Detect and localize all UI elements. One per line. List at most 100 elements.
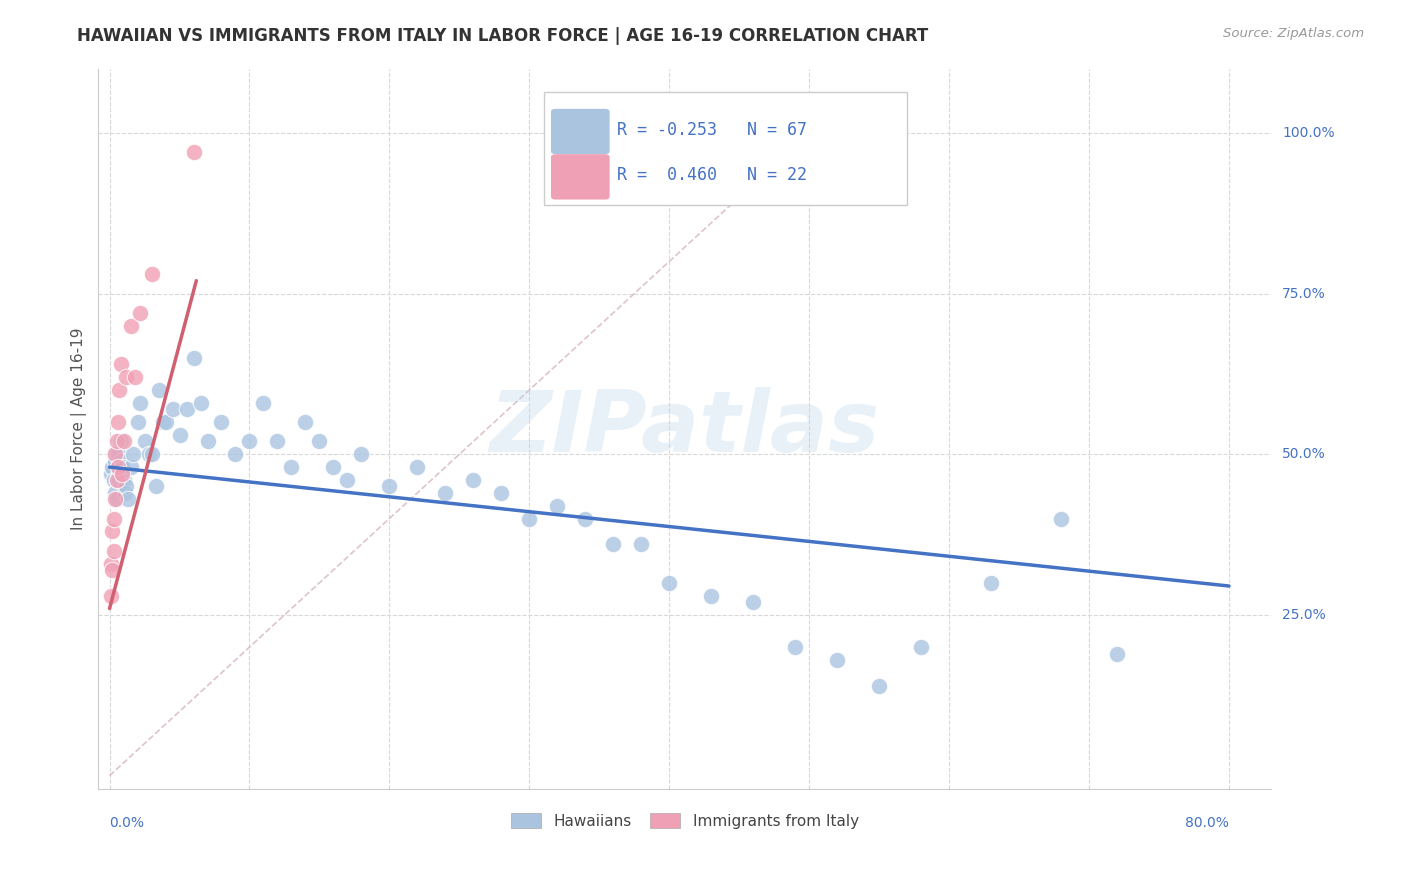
Point (224, 447, 246, 461)
Point (112, 473, 135, 487)
Point (190, 396, 212, 410)
Point (162, 402, 184, 417)
Point (183, 351, 205, 365)
Point (101, 460, 124, 475)
Text: R =  0.460   N = 22: R = 0.460 N = 22 (617, 166, 807, 184)
Point (138, 447, 160, 461)
Point (129, 306, 152, 320)
Point (378, 479, 401, 493)
Point (294, 415, 316, 429)
FancyBboxPatch shape (551, 109, 610, 154)
Point (910, 640, 932, 654)
Point (107, 415, 129, 429)
Point (127, 415, 149, 429)
Point (100, 467, 122, 481)
Point (322, 460, 344, 475)
Point (100, 589, 122, 603)
Point (115, 479, 138, 493)
Point (742, 595, 765, 609)
Point (104, 485, 127, 500)
Point (107, 460, 129, 475)
Point (114, 485, 136, 500)
Point (183, 145, 205, 160)
Point (491, 485, 513, 500)
Point (266, 434, 288, 449)
Point (463, 473, 485, 487)
Point (546, 499, 568, 513)
Point (105, 473, 128, 487)
Point (980, 575, 1002, 590)
Point (134, 434, 156, 449)
Point (108, 467, 131, 481)
Point (107, 447, 129, 461)
Point (155, 415, 177, 429)
Point (785, 640, 807, 654)
Point (336, 473, 359, 487)
Point (105, 473, 128, 487)
Point (110, 453, 132, 467)
Point (350, 447, 373, 461)
Point (108, 383, 131, 397)
Point (517, 511, 540, 525)
Point (148, 383, 170, 397)
Legend: Hawaiians, Immigrants from Italy: Hawaiians, Immigrants from Italy (505, 806, 865, 835)
Point (238, 434, 260, 449)
Point (169, 428, 191, 442)
Point (104, 447, 127, 461)
Text: Source: ZipAtlas.com: Source: ZipAtlas.com (1223, 27, 1364, 40)
Point (117, 492, 139, 507)
Point (176, 402, 198, 417)
Point (110, 434, 132, 449)
Text: HAWAIIAN VS IMMIGRANTS FROM ITALY IN LABOR FORCE | AGE 16-19 CORRELATION CHART: HAWAIIAN VS IMMIGRANTS FROM ITALY IN LAB… (77, 27, 928, 45)
Point (658, 575, 681, 590)
Y-axis label: In Labor Force | Age 16-19: In Labor Force | Age 16-19 (72, 327, 87, 530)
Text: 75.0%: 75.0% (1282, 286, 1326, 301)
Point (105, 434, 128, 449)
Point (1107, 647, 1129, 661)
FancyBboxPatch shape (551, 154, 610, 200)
Point (112, 434, 135, 449)
Point (574, 511, 596, 525)
Point (115, 370, 138, 384)
Point (120, 318, 142, 333)
Point (122, 447, 145, 461)
Point (308, 434, 330, 449)
Point (101, 524, 124, 539)
Point (145, 479, 167, 493)
Point (700, 589, 723, 603)
Point (101, 563, 124, 577)
Text: R = -0.253   N = 67: R = -0.253 N = 67 (617, 120, 807, 139)
Point (1050, 511, 1073, 525)
Point (252, 396, 274, 410)
Point (141, 267, 163, 281)
Point (868, 679, 890, 693)
Point (152, 415, 174, 429)
Point (103, 543, 125, 558)
Point (110, 357, 132, 371)
Point (108, 473, 131, 487)
Point (107, 460, 129, 475)
Point (103, 473, 125, 487)
Point (103, 447, 125, 461)
Point (124, 370, 146, 384)
Point (120, 460, 142, 475)
Point (105, 492, 128, 507)
Point (630, 537, 652, 551)
Point (280, 460, 302, 475)
Point (104, 453, 127, 467)
Text: 25.0%: 25.0% (1282, 608, 1326, 622)
Point (197, 434, 219, 449)
Point (111, 460, 134, 475)
Text: 80.0%: 80.0% (1185, 816, 1229, 830)
Point (129, 396, 152, 410)
Point (825, 653, 848, 667)
Text: 0.0%: 0.0% (110, 816, 145, 830)
Point (211, 415, 233, 429)
FancyBboxPatch shape (544, 92, 907, 205)
Point (100, 557, 122, 571)
Text: ZIPatlas: ZIPatlas (489, 387, 880, 470)
Point (434, 485, 457, 500)
Point (602, 537, 624, 551)
Point (141, 447, 163, 461)
Point (104, 492, 127, 507)
